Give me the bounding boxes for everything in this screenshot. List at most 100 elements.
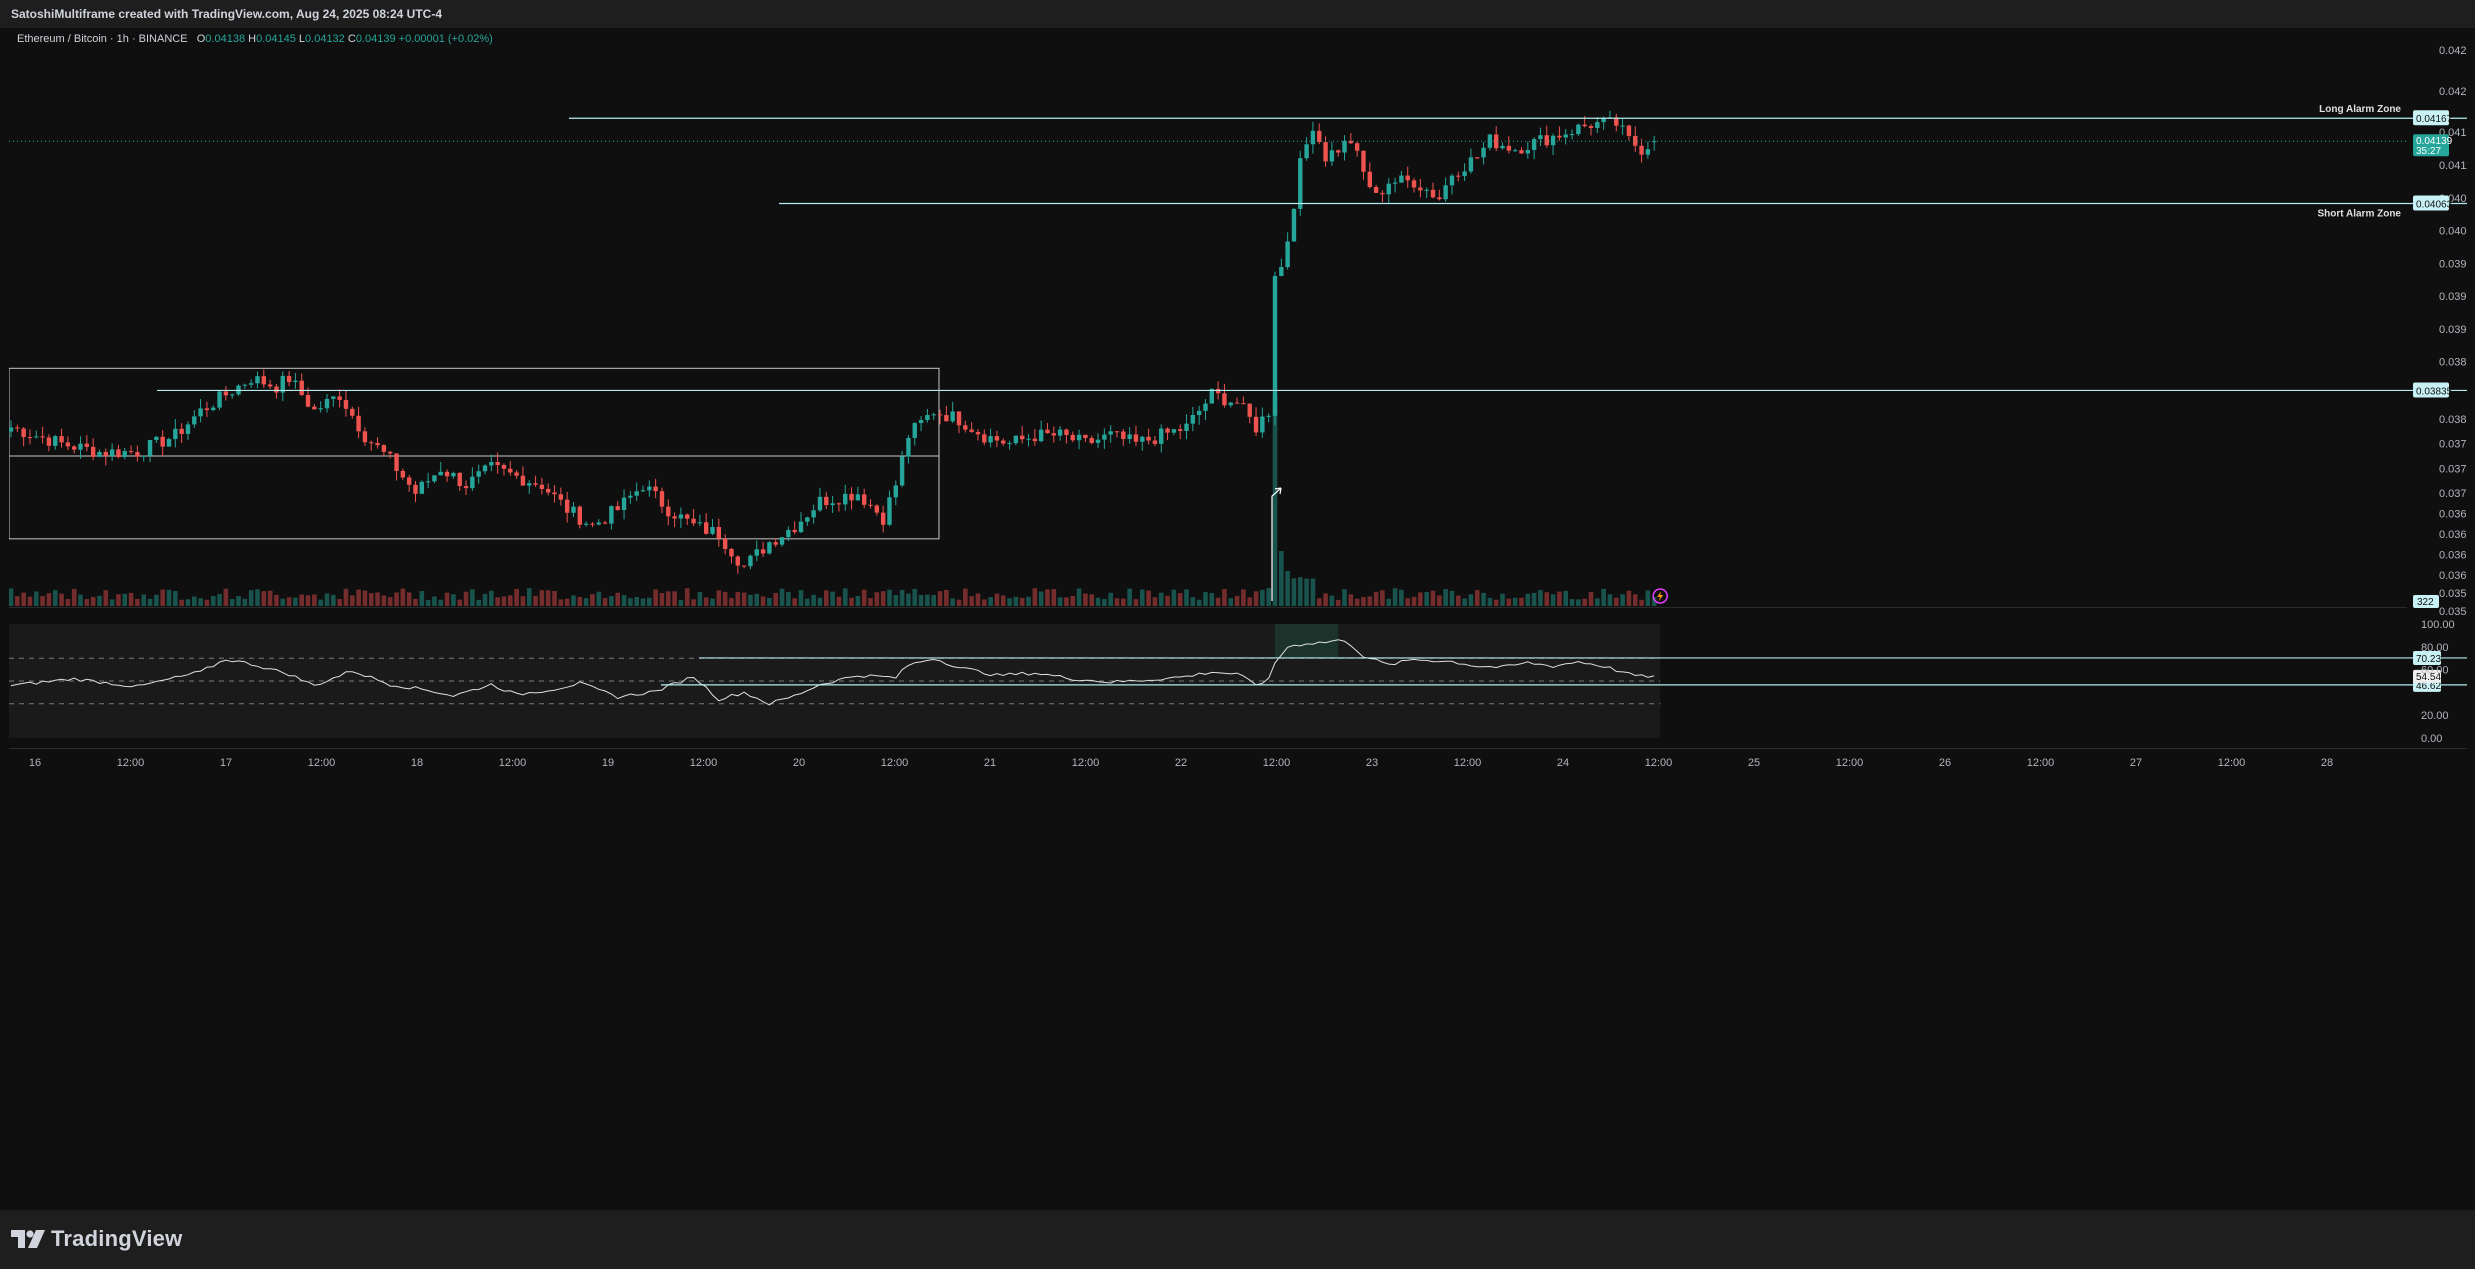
footer-brand: TradingView	[51, 1226, 183, 1251]
candle	[912, 423, 917, 438]
candle	[1064, 429, 1069, 435]
candle	[830, 503, 835, 506]
volume-bar	[52, 590, 58, 606]
candle	[438, 471, 443, 476]
candle	[482, 465, 488, 472]
candle	[413, 484, 418, 494]
candle	[223, 391, 229, 396]
volume-bar	[1380, 590, 1385, 606]
volume-bar	[413, 598, 418, 606]
symbol-legend[interactable]: Ethereum / Bitcoin · 1h · BINANCE O0.041…	[17, 33, 493, 45]
candle	[868, 504, 873, 506]
chart-frame[interactable]: 0.042500.042000.041500.041100.040700.040…	[9, 28, 2467, 1210]
candle	[419, 481, 424, 494]
rsi-background	[9, 624, 1661, 738]
candle	[1588, 126, 1594, 128]
candle	[192, 416, 197, 425]
candle	[1285, 241, 1290, 268]
volume-bar	[1152, 597, 1158, 606]
volume-bar	[280, 598, 286, 606]
volume-bar	[1563, 590, 1569, 606]
candle	[166, 439, 172, 447]
volume-bar	[659, 593, 665, 606]
volume-bar	[356, 589, 361, 606]
candle	[1190, 414, 1196, 424]
candle	[1361, 150, 1366, 172]
candle	[1076, 434, 1082, 441]
chart-canvas[interactable]: 0.042500.042000.041500.041100.040700.040…	[9, 28, 2467, 1210]
candle	[179, 428, 184, 434]
volume-bar	[937, 591, 943, 606]
candle	[1576, 124, 1581, 135]
candle	[1089, 438, 1094, 443]
candle	[659, 491, 665, 507]
volume-bar	[1329, 595, 1335, 606]
candle	[1279, 267, 1284, 276]
candle	[760, 549, 766, 554]
volume-bar	[444, 592, 450, 606]
candle	[1310, 130, 1316, 145]
candle	[1121, 431, 1126, 439]
volume-bar	[1013, 596, 1019, 606]
legend-close-value: 0.04139	[355, 33, 396, 45]
candle	[685, 514, 690, 519]
candle	[1468, 157, 1474, 172]
volume-bar	[1083, 593, 1088, 606]
rsi-tick-label: 100.00	[2421, 619, 2455, 631]
volume-bar	[684, 588, 690, 606]
price-level-badge	[2413, 382, 2449, 398]
volume-bar	[988, 597, 993, 606]
candle	[653, 486, 658, 492]
time-tick-label: 21	[984, 757, 996, 769]
tradingview-logo[interactable]: TradingView	[11, 1226, 182, 1252]
volume-bar	[1247, 597, 1253, 606]
candle	[741, 565, 747, 567]
candle	[1234, 402, 1240, 404]
volume-bar	[1279, 551, 1284, 606]
candle	[1184, 423, 1189, 431]
candle	[1500, 145, 1505, 149]
volume-bar	[1070, 596, 1076, 606]
candle	[109, 449, 115, 456]
legend-high-label: H	[248, 33, 257, 45]
volume-bar	[1133, 599, 1139, 606]
rsi-tick-label: 80.00	[2421, 642, 2449, 654]
time-tick-label: 20	[793, 757, 805, 769]
volume-bar	[1468, 594, 1474, 606]
volume-bar	[1146, 590, 1151, 606]
candle	[824, 496, 829, 506]
price-level-badge-text: 0.04167	[2416, 114, 2453, 125]
volume-bar	[362, 590, 368, 606]
volume-bar	[647, 597, 652, 606]
volume-bar	[1411, 596, 1417, 606]
volume-bar	[798, 590, 804, 606]
time-tick-label: 12:00	[881, 757, 909, 769]
candle	[1095, 439, 1101, 443]
candle	[324, 398, 330, 409]
candle	[59, 436, 64, 443]
volume-bar	[1310, 578, 1316, 606]
price-tick-label: 0.03710	[2439, 488, 2467, 500]
time-tick-label: 19	[602, 757, 614, 769]
volume-bar	[1348, 594, 1354, 606]
candle	[1013, 435, 1019, 444]
candle	[78, 443, 83, 450]
alert-bolt	[1657, 591, 1664, 602]
volume-bar	[1430, 590, 1436, 606]
candle	[1519, 150, 1524, 154]
price-tick-label: 0.04030	[2439, 226, 2467, 238]
volume-bar	[754, 593, 760, 606]
candle	[1456, 175, 1461, 177]
candle	[994, 436, 1000, 441]
candle	[1140, 436, 1145, 442]
price-tick-label: 0.03990	[2439, 258, 2467, 270]
candle	[602, 522, 608, 524]
volume-bar	[1196, 599, 1202, 606]
volume-bar	[476, 599, 481, 606]
volume-bar	[1095, 597, 1101, 606]
time-tick-label: 17	[220, 757, 232, 769]
volume-bar	[1108, 592, 1113, 606]
volume-bar	[1272, 396, 1278, 606]
volume-bar	[526, 588, 532, 606]
candle	[293, 380, 298, 382]
